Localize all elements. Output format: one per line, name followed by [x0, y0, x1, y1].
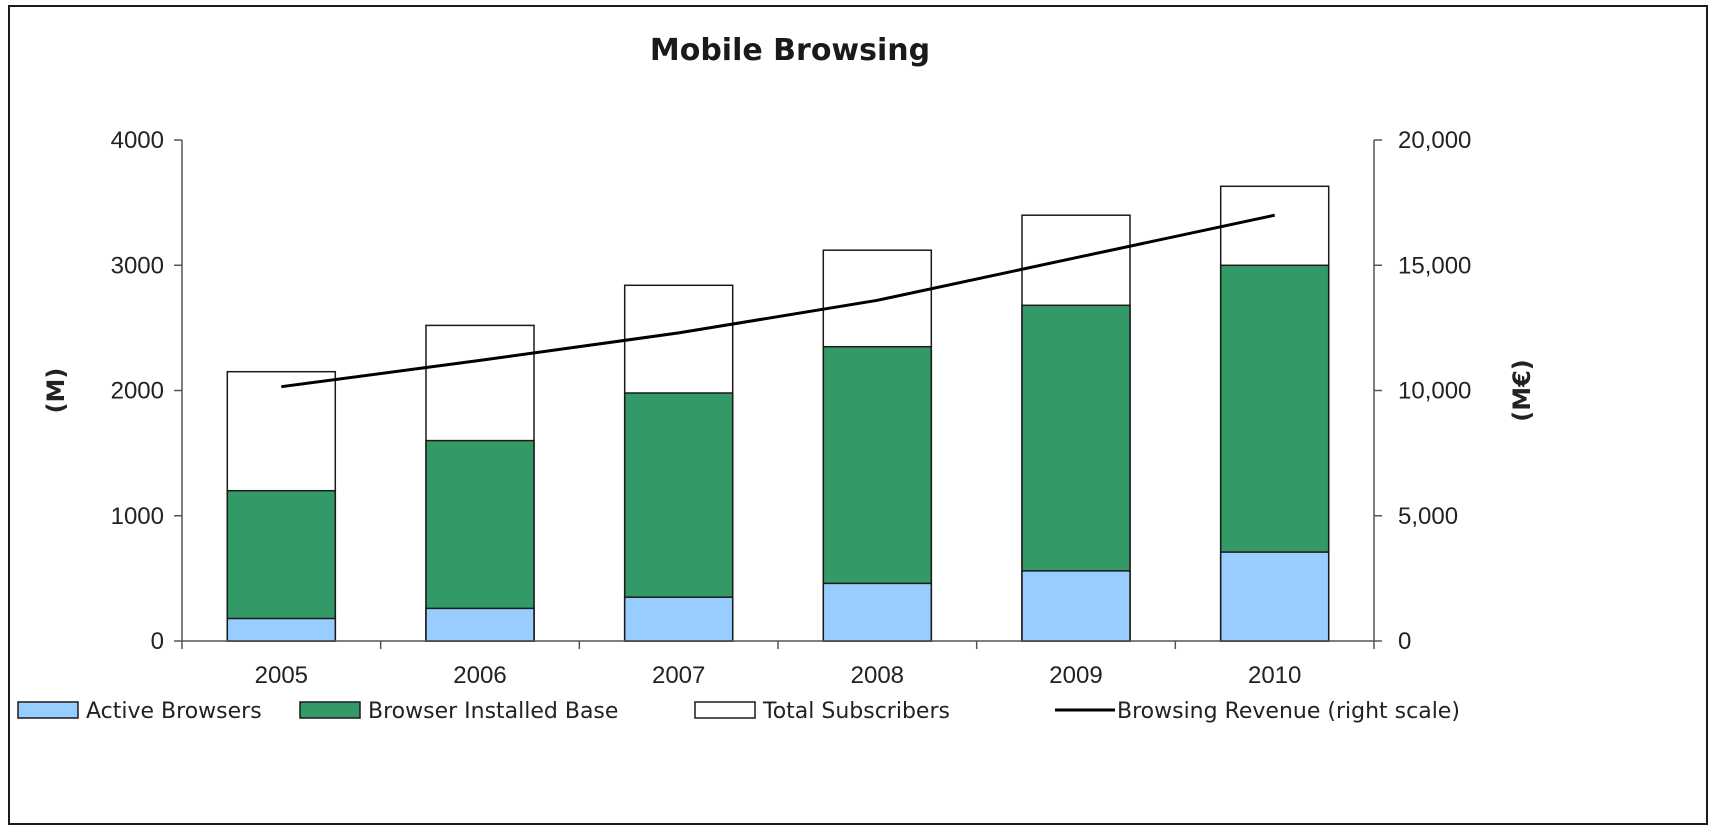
y-axis-label-right: (M€)	[1508, 359, 1536, 422]
x-tick-label: 2010	[1248, 662, 1301, 689]
legend-label: Active Browsers	[86, 699, 262, 724]
bar-active-browsers-2005	[226, 617, 337, 642]
bar-browser-installed-base-2005	[226, 489, 337, 642]
legend-swatch	[299, 701, 361, 719]
plot-area	[226, 185, 1330, 642]
left-tick-label: 1000	[111, 503, 164, 530]
bar-active-browsers-2006	[425, 607, 535, 642]
x-tick-label: 2007	[652, 662, 705, 689]
x-tick-label: 2009	[1049, 662, 1102, 689]
right-tick-label: 10,000	[1398, 378, 1471, 405]
legend-swatch	[17, 701, 79, 719]
left-tick-label: 3000	[111, 252, 164, 279]
x-tick-label: 2008	[851, 662, 904, 689]
bar-active-browsers-2010	[1219, 551, 1330, 642]
right-tick-label: 20,000	[1398, 127, 1471, 154]
left-tick-label: 4000	[111, 127, 164, 154]
right-tick-label: 5,000	[1398, 503, 1458, 530]
bar-active-browsers-2009	[1021, 570, 1131, 642]
bar-active-browsers-2008	[822, 582, 933, 642]
left-tick-label: 0	[151, 628, 164, 655]
line-browsing-revenue	[281, 213, 1276, 389]
left-tick-label: 2000	[111, 378, 164, 405]
right-tick-label: 0	[1398, 628, 1411, 655]
bar-active-browsers-2007	[623, 596, 734, 642]
legend: Active Browsers Browser Installed Base Tot…	[17, 699, 1460, 724]
legend-label: Browser Installed Base	[368, 699, 618, 724]
x-tick-label: 2006	[453, 662, 506, 689]
right-tick-label: 15,000	[1398, 252, 1471, 279]
x-tick-label: 2005	[255, 662, 308, 689]
y-axis-label-left: (M)	[42, 368, 70, 414]
chart-title: Mobile Browsing	[650, 33, 930, 68]
legend-label: Total Subscribers	[762, 699, 950, 724]
legend-label: Browsing Revenue (right scale)	[1117, 699, 1460, 724]
axes: 0 1000 2000 3000 4000 0 5,000 10,000 15,000 20,00…	[42, 127, 1536, 689]
legend-swatch	[694, 701, 756, 719]
